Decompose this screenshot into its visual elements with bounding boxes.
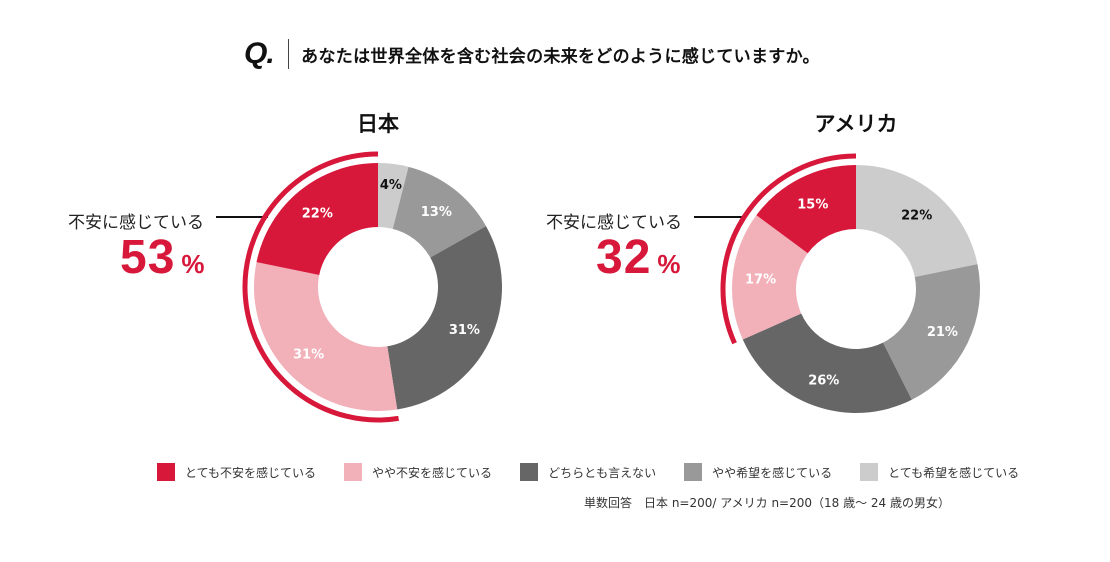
legend-item-somewhat-anxious: やや不安を感じている [344, 463, 492, 481]
chart-title-japan: 日本 [357, 112, 399, 136]
legend-item-somewhat-hopeful: やや希望を感じている [684, 463, 832, 481]
anxious-total-number-japan: 53 [120, 231, 176, 284]
donut-japan: 4% 13% 31% 31% 22% [242, 151, 502, 423]
data-label-very-anxious: 15% [797, 197, 828, 212]
anxious-highlight-arc [720, 153, 857, 345]
slice-somewhat-anxious [254, 262, 398, 411]
slice-very-anxious [756, 165, 856, 254]
data-label-very-hopeful: 4% [380, 178, 402, 193]
slice-somewhat-anxious [731, 215, 808, 340]
anxious-label-japan: 不安に感じている [68, 213, 204, 233]
data-label-neutral: 31% [449, 323, 480, 338]
anxious-total-unit-usa: % [657, 249, 681, 279]
slice-neutral [742, 313, 912, 413]
legend-item-very-hopeful: とても希望を感じている [860, 463, 1019, 481]
legend-label: とても希望を感じている [888, 465, 1020, 480]
data-label-somewhat-anxious: 17% [745, 273, 776, 288]
slice-very-anxious [256, 163, 378, 275]
legend-swatch [860, 463, 879, 481]
anxious-label-usa: 不安に感じている [546, 213, 682, 233]
legend-swatch [157, 463, 175, 481]
legend-label: どちらとも言えない [548, 465, 657, 480]
legend-item-very-anxious: とても不安を感じている [157, 463, 316, 481]
legend-item-neutral: どちらとも言えない [520, 463, 656, 481]
slice-somewhat-hopeful [392, 166, 487, 258]
legend-swatch [684, 463, 703, 481]
question-text: あなたは世界全体を含む社会の未来をどのように感じていますか。 [301, 46, 820, 67]
question-divider [287, 39, 290, 69]
data-label-neutral: 26% [808, 373, 839, 388]
anxious-highlight-arc [242, 151, 399, 423]
data-label-somewhat-hopeful: 21% [927, 325, 958, 340]
slice-neutral [387, 226, 502, 410]
anxious-total-unit-japan: % [181, 249, 205, 279]
legend-label: やや不安を感じている [372, 465, 493, 480]
anxious-total-japan: 53% [120, 230, 205, 285]
legend: とても不安を感じている やや不安を感じている どちらとも言えない やや希望を感じ… [157, 463, 1047, 481]
legend-label: とても不安を感じている [185, 465, 317, 480]
anxious-total-usa: 32% [596, 230, 681, 285]
legend-swatch [520, 463, 539, 481]
data-label-very-hopeful: 22% [901, 209, 932, 224]
legend-swatch [344, 463, 363, 481]
question-mark: Q. [244, 37, 275, 70]
data-label-somewhat-anxious: 31% [293, 347, 324, 362]
anxious-leader-line-usa [694, 216, 746, 218]
question-header: Q. あなたは世界全体を含む社会の未来をどのように感じていますか。 [244, 34, 820, 74]
anxious-leader-line-japan [216, 216, 268, 218]
slice-very-hopeful [378, 163, 409, 229]
data-label-somewhat-hopeful: 13% [421, 205, 452, 220]
slice-very-hopeful [856, 165, 978, 277]
chart-title-usa: アメリカ [814, 112, 898, 136]
sample-note: 単数回答 日本 n=200/ アメリカ n=200（18 歳～ 24 歳の男女） [584, 496, 950, 510]
legend-label: やや希望を感じている [712, 465, 833, 480]
slice-somewhat-hopeful [882, 264, 980, 400]
donut-usa: 22% 21% 26% 17% 15% [720, 153, 980, 413]
data-label-very-anxious: 22% [302, 207, 333, 222]
anxious-total-number-usa: 32 [596, 231, 652, 284]
